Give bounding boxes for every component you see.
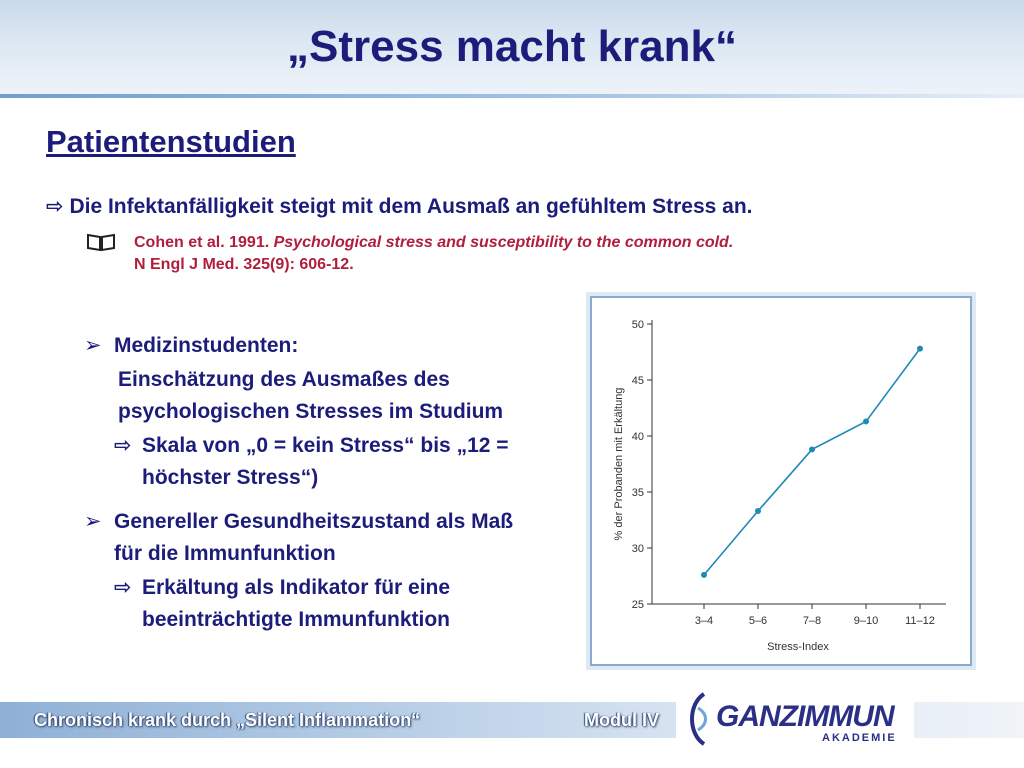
item2-title: Genereller Gesundheitszustand als Maß fü… [114,510,514,565]
x-tick-label: 9–10 [854,615,878,627]
reference-article: Psychological stress and susceptibility … [273,234,734,251]
y-tick-label: 30 [632,543,644,555]
x-tick-label: 5–6 [749,615,767,627]
x-tick-label: 11–12 [905,615,935,627]
data-point [755,508,761,515]
y-tick-label: 50 [632,319,644,331]
section-heading: Patientenstudien [46,124,296,159]
data-point [917,345,923,352]
outline-arrow-right-icon: ⇨ [46,195,64,218]
x-axis-label: Stress-Index [767,641,829,653]
chevron-right-icon: ➢ [84,510,102,533]
sub-item: ⇨ Skala von „0 = kein Stress“ bis „12 = … [84,430,534,494]
header-band [0,0,1024,96]
reference-journal: N Engl J Med. 325(9): 606-12. [134,256,354,273]
outline-arrow-right-icon: ⇨ [114,434,132,457]
series-line [703,348,921,576]
footer-module: Modul IV [584,710,659,730]
logo-swirl-icon [690,692,707,746]
y-axis-label: % der Probanden mit Erkältung [613,388,625,541]
y-tick-label: 40 [632,431,644,443]
list-item: ➢ Genereller Gesundheitszustand als Maß … [84,506,534,570]
footer-course-title: Chronisch krank durch „Silent Inflammati… [34,710,421,730]
main-bullet-text: Die Infektanfälligkeit steigt mit dem Au… [69,195,753,218]
study-list: ➢ Medizinstudenten: Einschätzung des Aus… [84,330,534,636]
logo-wordmark: GANZIMMUN [716,700,895,733]
y-tick-label: 35 [632,487,644,499]
item2-sub-text: Erkältung als Indikator für eine beeintr… [142,576,451,631]
outline-arrow-right-icon: ⇨ [114,576,132,599]
line-chart: 25 30 35 40 45 50 3–4 5–6 7–8 9–10 11–12 Stress-Ind… [613,319,946,653]
item1-title: Medizinstudenten: [114,334,299,357]
chart-panel: 25 30 35 40 45 50 3–4 5–6 7–8 9–10 11–12 Stress-Ind… [590,296,972,666]
data-point [863,418,869,425]
y-tick-label: 45 [632,375,644,387]
main-bullet: ⇨ Die Infektanfälligkeit steigt mit dem … [46,194,753,219]
data-point [809,446,815,453]
item1-text: Einschätzung des Ausmaßes des psychologi… [118,368,504,423]
slide-title: „Stress macht krank“ [287,22,737,71]
sub-item: ⇨ Erkältung als Indikator für eine beein… [84,572,534,636]
x-tick-label: 3–4 [695,615,713,627]
logo-background [676,690,914,750]
reference-authors: Cohen et al. 1991. [134,234,274,251]
book-icon [86,232,116,257]
data-point [701,571,707,578]
x-tick-label: 7–8 [803,615,821,627]
item1-sub-text: Skala von „0 = kein Stress“ bis „12 = hö… [142,434,509,489]
y-tick-label: 25 [632,599,644,611]
logo-subtitle: AKADEMIE [822,732,897,744]
header-divider [0,94,1024,98]
chevron-right-icon: ➢ [84,334,102,357]
list-item: ➢ Medizinstudenten: [84,330,534,362]
